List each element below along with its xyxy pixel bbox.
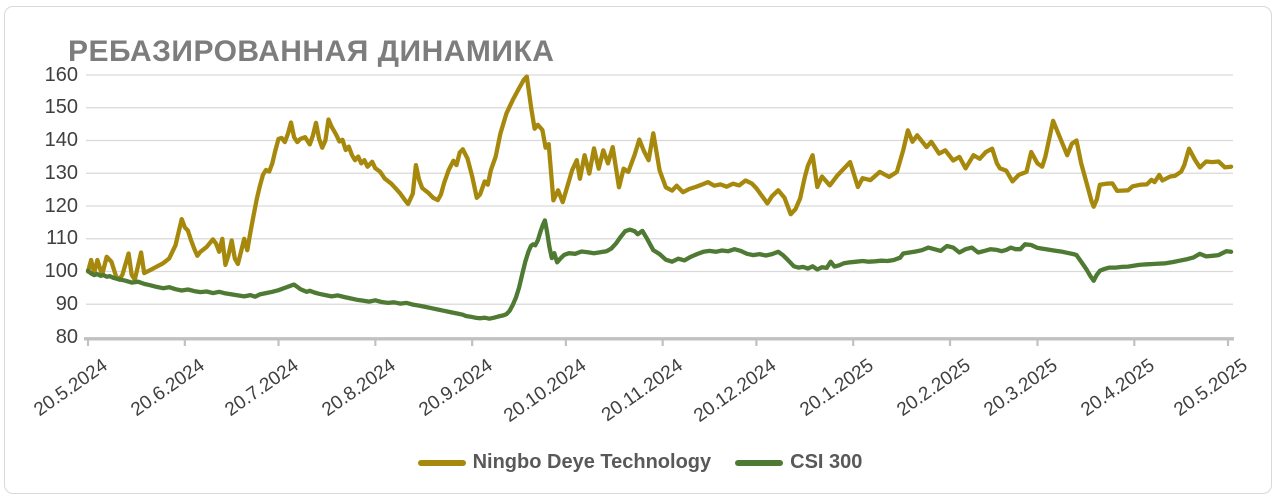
x-axis-tick [661, 340, 664, 346]
legend-item-ningbo-deye[interactable]: Ningbo Deye Technology [417, 451, 712, 474]
y-tick-label-90: 90 [55, 292, 78, 315]
legend-swatch-ningbo-deye-line [417, 459, 466, 466]
x-axis-tick [1226, 340, 1230, 346]
x-axis-tick [1036, 340, 1039, 346]
x-axis-tick [948, 340, 952, 346]
legend-swatch-csi-300-line [735, 459, 784, 466]
y-tick-label-160: 160 [44, 63, 78, 86]
x-axis-tick [1133, 340, 1136, 346]
x-axis-tick [183, 340, 186, 346]
x-axis-tick [374, 340, 377, 346]
y-tick-label-140: 140 [44, 129, 78, 151]
x-axis-tick [471, 340, 474, 346]
series-line-csi-300 [85, 218, 1234, 321]
chart-title: РЕБАЗИРОВАННАЯ ДИНАМИКА [68, 35, 555, 68]
y-tick-label-110: 110 [46, 227, 78, 250]
x-axis-tick [755, 340, 758, 346]
x-axis-tick [852, 340, 855, 346]
x-axis-tick [277, 340, 280, 346]
legend-label-ningbo-deye: Ningbo Deye Technology [472, 451, 712, 473]
y-tick-label-80: 80 [55, 325, 78, 348]
x-axis-tick [564, 340, 567, 346]
series-line-ningbo-deye [85, 74, 1234, 282]
legend-item-csi-300[interactable]: CSI 300 [735, 451, 862, 474]
legend-label-csi-300: CSI 300 [790, 451, 863, 473]
x-axis-tick [86, 340, 90, 346]
y-tick-label-100: 100 [44, 260, 78, 282]
y-tick-label-130: 130 [44, 161, 78, 184]
y-tick-label-150: 150 [44, 96, 78, 119]
y-tick-label-120: 120 [44, 194, 78, 217]
legend: Ningbo Deye Technology CSI 300 [0, 451, 1280, 474]
